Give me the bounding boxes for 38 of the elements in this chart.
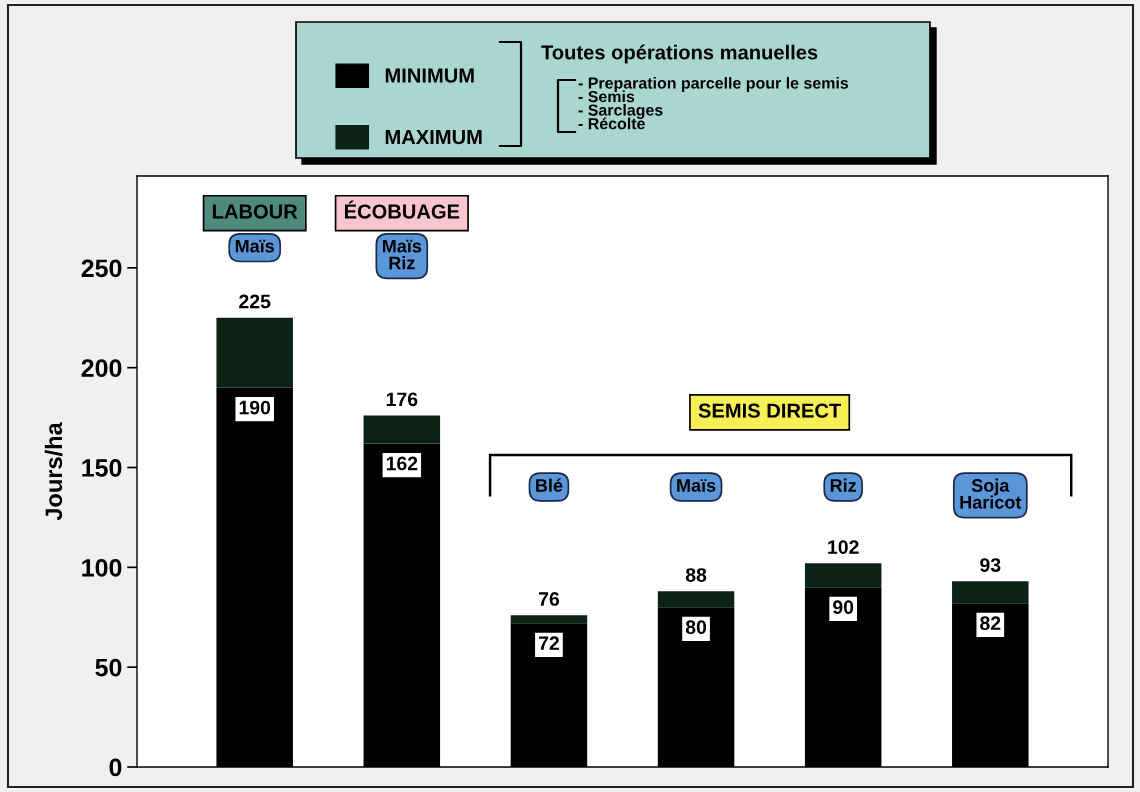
- y-tick-label: 200: [81, 359, 122, 377]
- text: Toutes opérations manuelles: [541, 44, 818, 64]
- bar: [363, 415, 441, 444]
- data-label: 72: [538, 636, 559, 650]
- x-tick-label: Riz: [830, 478, 857, 492]
- data-label: 90: [833, 600, 854, 615]
- annotation: SEMIS DIRECT: [698, 403, 842, 418]
- y-axis-title: Jours/ha: [44, 422, 63, 521]
- legend-label: MINIMUM: [385, 68, 474, 83]
- bar: [216, 317, 293, 388]
- data-label: 80: [685, 620, 707, 635]
- data-label: 190: [239, 400, 271, 415]
- bar: [510, 615, 588, 624]
- y-tick-label: 100: [82, 558, 122, 577]
- total-label: 225: [239, 294, 271, 309]
- bar: [804, 563, 882, 588]
- x-tick-label: Maïs: [235, 239, 275, 253]
- total-label: 102: [828, 540, 859, 554]
- x-tick-label: Soja Haricot: [960, 478, 1022, 509]
- y-tick-label: 0: [109, 758, 122, 777]
- total-label: 93: [980, 558, 1001, 572]
- data-label: 82: [980, 616, 1001, 631]
- legend-label: MAXIMUM: [385, 130, 482, 145]
- annotation: LABOUR: [212, 204, 298, 219]
- annotation: ÉCOBUAGE: [344, 200, 460, 219]
- bar: [657, 591, 735, 608]
- total-label: 76: [538, 592, 560, 606]
- y-tick-label: 150: [82, 459, 122, 477]
- total-label: 176: [386, 392, 418, 407]
- data-label: 162: [386, 456, 418, 471]
- x-tick-label: Maïs Riz: [382, 239, 422, 270]
- total-label: 88: [685, 568, 707, 582]
- text: - Preparation parcelle pour le semis - Semis - Sarclages - Récolte: [578, 77, 849, 130]
- x-tick-label: Blé: [536, 478, 563, 492]
- y-tick-label: 50: [95, 658, 122, 677]
- x-tick-label: Maïs: [677, 479, 716, 492]
- y-tick-label: 250: [81, 259, 122, 278]
- bar: [952, 581, 1029, 604]
